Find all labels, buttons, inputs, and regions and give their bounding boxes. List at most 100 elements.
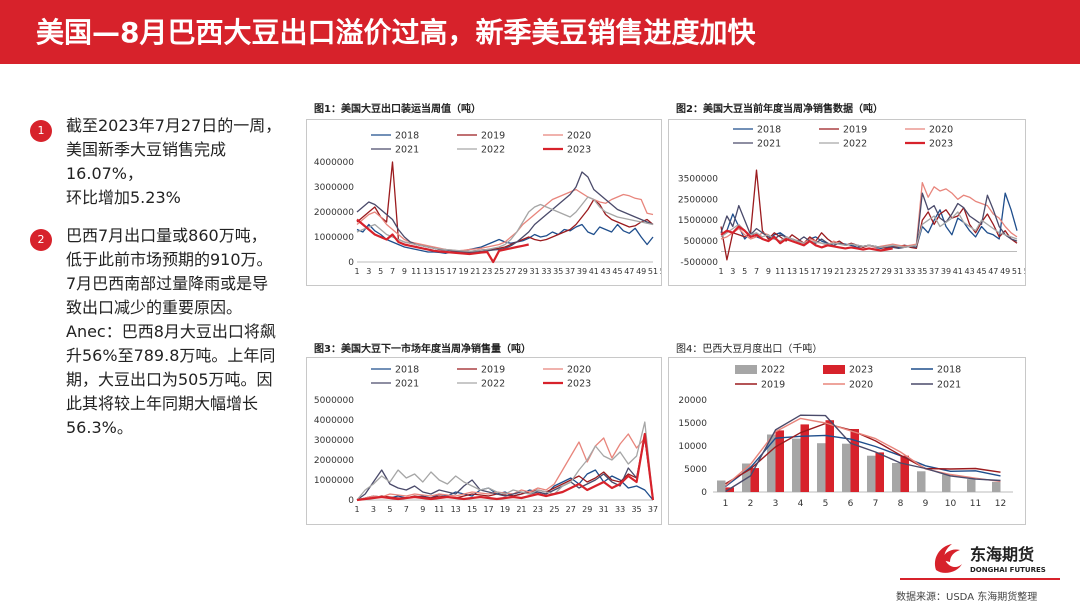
x-tick-label: 45: [612, 267, 622, 276]
series-line-2022: [356, 421, 654, 501]
x-tick-label: 1: [354, 267, 359, 276]
point-1-line: 截至2023年7月27日的一周，: [66, 116, 282, 135]
x-tick-label: 17: [447, 267, 457, 276]
bar-2023: [875, 452, 884, 492]
legend-label-2019: 2019: [843, 125, 867, 136]
point-number-1: 1: [30, 120, 52, 142]
x-tick-label: 1: [723, 499, 729, 509]
x-tick-label: 47: [988, 267, 998, 276]
x-tick-label: 49: [1000, 267, 1010, 276]
legend-label-2019: 2019: [481, 365, 505, 376]
series-line-2018: [725, 434, 1001, 488]
legend-label-2018: 2018: [395, 131, 419, 142]
chart-4-panel: 0 5000 10000 15000 20000 1 2 3 4 5 6 7 8 9 10 11 12 2022 2…: [668, 357, 1026, 525]
bar-2022: [867, 455, 876, 492]
x-tick-label: 1: [354, 505, 359, 514]
x-tick-label: 51: [648, 267, 658, 276]
x-tick-label: 31: [599, 505, 609, 514]
x-tick-label: 39: [577, 267, 587, 276]
x-tick-label: 27: [870, 267, 880, 276]
x-tick-label: 25: [549, 505, 559, 514]
series-line-2021: [725, 414, 1001, 493]
x-tick-label: 13: [451, 505, 461, 514]
x-tick-label: 37: [648, 505, 658, 514]
bar-2023: [850, 429, 859, 492]
x-tick-label: 13: [787, 267, 797, 276]
y-tick-label: 5000: [684, 465, 707, 475]
x-tick-label: 9: [766, 267, 771, 276]
point-1-line: 美国新季大豆销售完成16.07%，: [66, 140, 227, 183]
series-line-2019: [356, 433, 654, 501]
chart-3-panel: 0 1000000 2000000 3000000 4000000 5000000 1 3 5 7…: [306, 357, 662, 525]
x-tick-label: 29: [518, 267, 528, 276]
x-tick-label: 21: [834, 267, 844, 276]
legend-label-2018: 2018: [937, 365, 961, 376]
x-tick-label: 10: [945, 499, 957, 509]
x-tick-label: 21: [516, 505, 526, 514]
x-tick-label: 7: [754, 267, 759, 276]
y-tick-label: 4000000: [314, 158, 354, 168]
legend-label-2022: 2022: [761, 365, 785, 376]
x-tick-label: 51: [1012, 267, 1022, 276]
x-tick-label: 9: [923, 499, 929, 509]
x-tick-label: 27: [506, 267, 516, 276]
x-tick-label: 23: [846, 267, 856, 276]
series-line-2020: [725, 417, 1001, 487]
x-tick-label: 7: [404, 505, 409, 514]
series-line-2021: [356, 437, 654, 501]
point-2-line: 低于此前市场预期的910万。: [66, 250, 273, 269]
x-tick-label: 6: [848, 499, 854, 509]
bar-2023: [775, 430, 784, 492]
x-tick-label: 11: [411, 267, 421, 276]
series-line-2022: [720, 211, 1018, 249]
legend-swatch-2022: [735, 365, 757, 374]
bar-2023: [900, 455, 909, 492]
y-tick-label: 0: [348, 496, 354, 506]
series-line-2023: [356, 432, 655, 502]
series-line-2022: [356, 196, 654, 252]
bar-2023: [825, 420, 834, 492]
y-tick-label: -500000: [680, 258, 718, 268]
x-tick-label: 8: [898, 499, 904, 509]
x-tick-label: 19: [822, 267, 832, 276]
bar-2023: [800, 424, 809, 492]
x-tick-label: 31: [894, 267, 904, 276]
legend-label-2021: 2021: [937, 380, 961, 391]
x-tick-label: 41: [589, 267, 599, 276]
x-tick-label: 2: [748, 499, 754, 509]
legend-label-2018: 2018: [757, 125, 781, 136]
x-tick-label: 27: [566, 505, 576, 514]
point-2-line: Anec：巴西8月大豆出口将飙: [66, 322, 276, 341]
logo-en-text: DONGHAI FUTURES: [970, 566, 1046, 574]
legend-label-2023: 2023: [849, 365, 873, 376]
chart-1-title: 图1：美国大豆出口装运当周值（吨）: [314, 104, 481, 115]
series-line-2023: [356, 218, 529, 264]
y-tick-label: 3000000: [314, 436, 354, 446]
x-tick-label: 41: [953, 267, 963, 276]
bar-2022: [767, 434, 776, 492]
legend-label-2021: 2021: [757, 139, 781, 150]
x-tick-label: 37: [565, 267, 575, 276]
x-tick-label: 5: [378, 267, 383, 276]
bar-2023: [725, 487, 734, 492]
legend-label-2020: 2020: [567, 131, 591, 142]
series-line-2019: [356, 161, 654, 253]
point-2-line: 升56%至789.8万吨。上年同: [66, 346, 276, 365]
x-tick-label: 15: [435, 267, 445, 276]
x-tick-label: 25: [494, 267, 504, 276]
series-line-2023: [720, 225, 893, 252]
x-tick-label: 17: [811, 267, 821, 276]
legend-label-2019: 2019: [481, 131, 505, 142]
x-tick-label: 43: [965, 267, 975, 276]
bar-2022: [817, 443, 826, 492]
y-tick-label: 0: [701, 488, 707, 498]
x-tick-label: 15: [467, 505, 477, 514]
point-2-line: 56.3%。: [66, 418, 133, 437]
x-tick-label: 13: [423, 267, 433, 276]
legend-label-2023: 2023: [567, 379, 591, 390]
bar-2022: [892, 463, 901, 492]
x-tick-label: 45: [976, 267, 986, 276]
x-tick-label: 31: [530, 267, 540, 276]
legend-label-2021: 2021: [395, 145, 419, 156]
